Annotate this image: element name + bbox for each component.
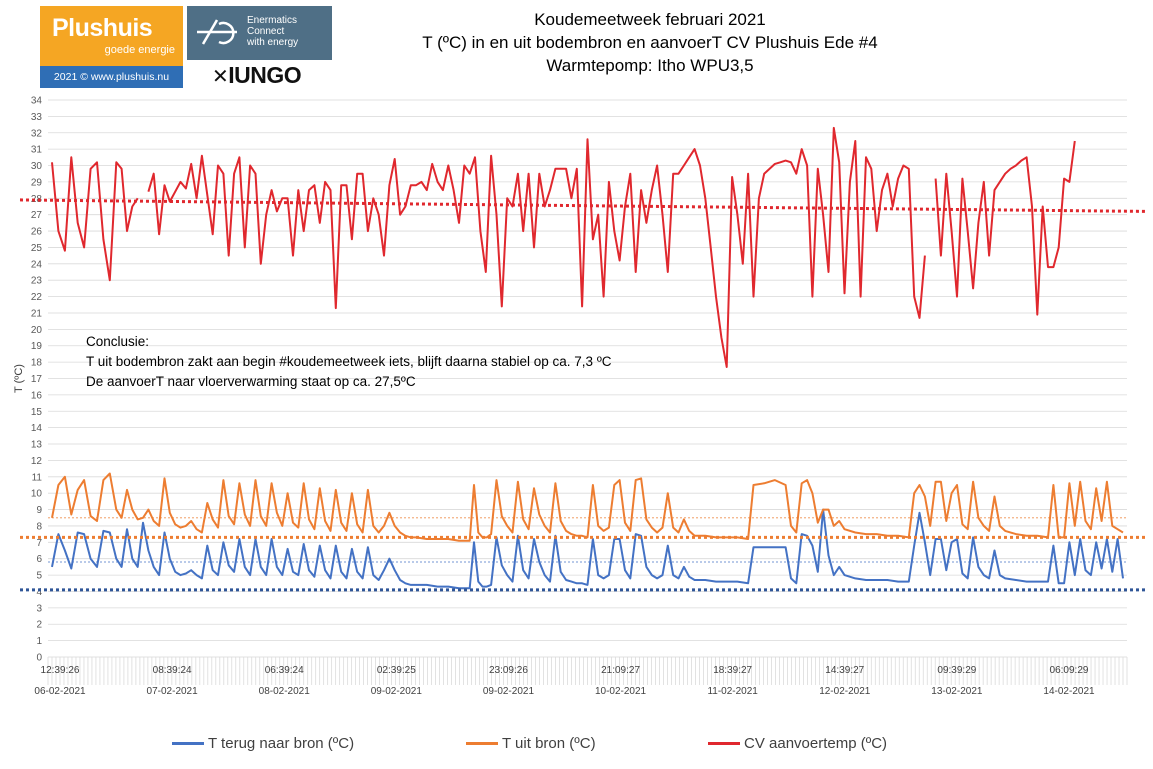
iungo-logo: ✕IUNGO: [212, 62, 302, 89]
series-line-1: [51, 472, 1124, 542]
x-tick-time: 18:39:27: [713, 665, 752, 676]
legend-swatch-terug: [172, 742, 204, 745]
x-tick-time: 09:39:29: [937, 665, 976, 676]
x-tick-time: 23:09:26: [489, 665, 528, 676]
y-tick-label: 23: [31, 276, 43, 287]
y-tick-label: 22: [31, 292, 43, 303]
iungo-logo-text: IUNGO: [228, 62, 302, 88]
x-tick-time: 02:39:25: [377, 665, 416, 676]
conclusion-heading: Conclusie:: [86, 334, 150, 349]
y-tick-label: 8: [36, 521, 42, 532]
enermatics-logo: Enermatics Connect with energy: [187, 6, 332, 60]
x-tick-time: 08:39:24: [153, 665, 192, 676]
y-tick-label: 28: [31, 194, 43, 205]
plushuis-logo-plus: Plus: [52, 14, 103, 42]
conclusion-line1: T uit bodembron zakt aan begin #koudemee…: [86, 354, 612, 369]
x-tick-time: 14:39:27: [825, 665, 864, 676]
chart-title: Koudemeetweek februari 2021 T (ºC) in en…: [340, 8, 960, 77]
enermatics-line2: Connect: [247, 26, 285, 37]
x-tick-date: 12-02-2021: [819, 686, 871, 697]
y-tick-label: 29: [31, 177, 43, 188]
legend-item-cv: CV aanvoertemp (ºC): [708, 735, 887, 752]
y-tick-label: 0: [36, 653, 42, 664]
x-tick-date: 09-02-2021: [371, 686, 423, 697]
y-tick-label: 12: [31, 456, 43, 467]
x-tick-date: 07-02-2021: [147, 686, 199, 697]
chart-title-line3: Warmtepomp: Itho WPU3,5: [546, 56, 754, 75]
y-tick-label: 6: [36, 554, 42, 565]
series-line-0: [51, 508, 1124, 590]
plushuis-logo: Plushuis goede energie 2021 © www.plushu…: [40, 6, 183, 88]
x-tick-date: 10-02-2021: [595, 686, 647, 697]
conclusion-line2: De aanvoerT naar vloerverwarming staat o…: [86, 374, 416, 389]
x-tick-date: 08-02-2021: [259, 686, 311, 697]
y-tick-label: 31: [31, 145, 43, 156]
y-tick-label: 20: [31, 325, 43, 336]
x-tick-date: 09-02-2021: [483, 686, 535, 697]
y-tick-label: 24: [31, 259, 43, 270]
y-tick-label: 26: [31, 227, 43, 238]
y-axis-label: T (ºC): [13, 364, 25, 393]
y-tick-label: 33: [31, 112, 43, 123]
y-tick-label: 4: [36, 587, 42, 598]
y-tick-label: 14: [31, 423, 43, 434]
enermatics-icon: [197, 19, 237, 45]
plushuis-footer: 2021 © www.plushuis.nu: [40, 66, 183, 88]
x-tick-time: 12:39:26: [41, 665, 80, 676]
chart-title-line2: T (ºC) in en uit bodembron en aanvoerT C…: [422, 33, 878, 52]
series-line-2: [51, 126, 1076, 368]
y-tick-label: 30: [31, 161, 43, 172]
enermatics-line1: Enermatics: [247, 15, 298, 26]
x-tick-time: 06:39:24: [265, 665, 304, 676]
y-tick-label: 17: [31, 374, 43, 385]
plushuis-logo-huis: huis: [102, 14, 153, 42]
y-tick-label: 13: [31, 440, 43, 451]
chart-title-line1: Koudemeetweek februari 2021: [534, 10, 766, 29]
legend-swatch-cv: [708, 742, 740, 745]
y-tick-label: 15: [31, 407, 43, 418]
y-tick-label: 27: [31, 210, 43, 221]
y-tick-label: 19: [31, 341, 43, 352]
legend-label-terug: T terug naar bron (ºC): [208, 735, 355, 752]
y-tick-label: 34: [31, 96, 43, 107]
y-tick-label: 10: [31, 489, 43, 500]
conclusion-box: Conclusie: T uit bodembron zakt aan begi…: [86, 332, 612, 392]
iungo-x-icon: ✕: [212, 66, 229, 88]
trendline-2: [19, 198, 1146, 213]
y-tick-label: 9: [36, 505, 42, 516]
legend-swatch-uit: [466, 742, 498, 745]
x-tick-time: 21:09:27: [601, 665, 640, 676]
legend-item-terug: T terug naar bron (ºC): [172, 735, 354, 752]
x-tick-date: 06-02-2021: [34, 686, 86, 697]
x-tick-date: 13-02-2021: [931, 686, 983, 697]
y-tick-label: 1: [36, 636, 42, 647]
enermatics-line3: with energy: [247, 37, 299, 48]
y-tick-label: 18: [31, 358, 43, 369]
y-tick-label: 5: [36, 571, 42, 582]
y-tick-label: 2: [36, 620, 42, 631]
y-tick-label: 32: [31, 128, 43, 139]
legend-label-uit: T uit bron (ºC): [502, 735, 596, 752]
x-tick-time: 06:09:29: [1050, 665, 1089, 676]
y-tick-label: 21: [31, 308, 43, 319]
x-tick-date: 11-02-2021: [707, 686, 758, 697]
legend-item-uit: T uit bron (ºC): [466, 735, 596, 752]
legend-label-cv: CV aanvoertemp (ºC): [744, 735, 888, 752]
y-tick-label: 7: [36, 538, 42, 549]
y-tick-label: 25: [31, 243, 43, 254]
y-tick-label: 16: [31, 390, 43, 401]
x-tick-date: 14-02-2021: [1043, 686, 1095, 697]
y-tick-label: 3: [36, 603, 42, 614]
y-tick-label: 11: [32, 472, 43, 483]
plushuis-tagline: goede energie: [104, 44, 175, 56]
